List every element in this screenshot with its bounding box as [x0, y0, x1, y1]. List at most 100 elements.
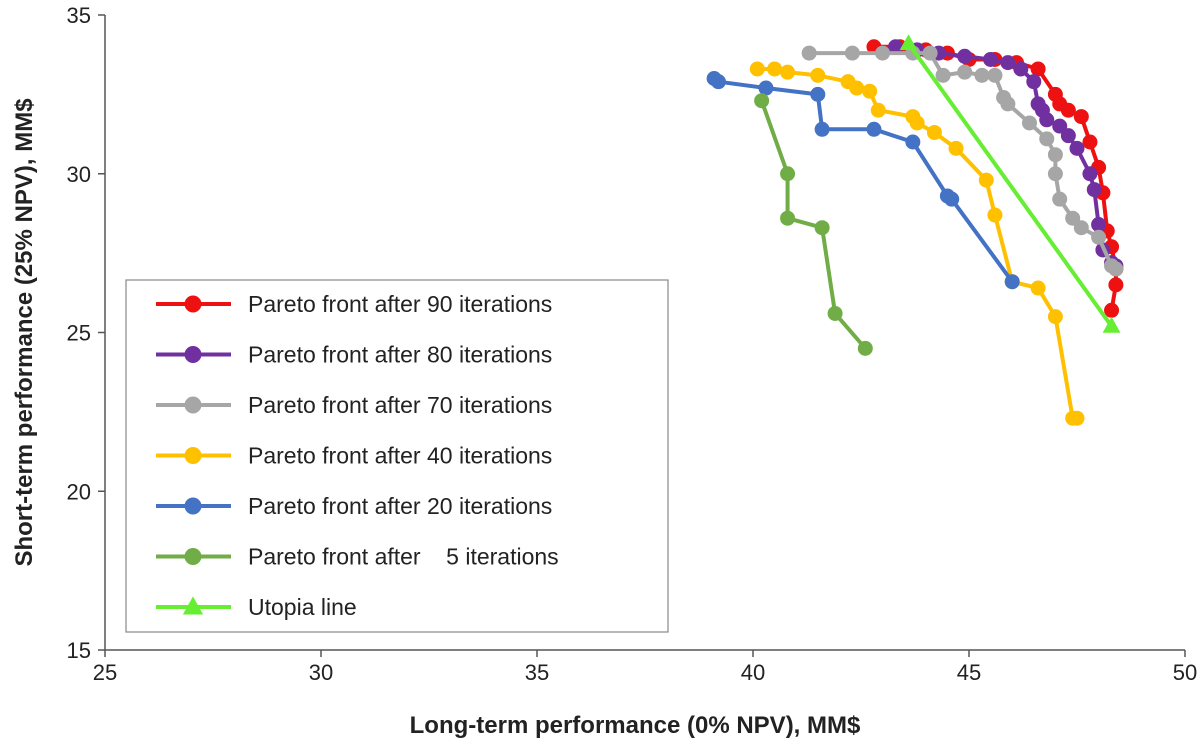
data-point [1091, 229, 1107, 245]
data-point [1069, 410, 1085, 426]
legend-label: Pareto front after 90 iterations [248, 291, 552, 317]
data-point [905, 134, 921, 150]
data-point [1060, 102, 1076, 118]
data-point [870, 102, 886, 118]
data-point [1039, 112, 1055, 128]
y-tick-label: 25 [67, 321, 91, 346]
data-point [926, 124, 942, 140]
x-axis-title: Long-term performance (0% NPV), MM$ [410, 712, 861, 739]
data-point [866, 121, 882, 137]
data-point [1082, 166, 1098, 182]
x-tick-label: 25 [93, 660, 117, 685]
legend-entry: Pareto front after 80 iterations [156, 342, 552, 368]
x-tick-label: 45 [957, 660, 981, 685]
y-ticks: 15 20 25 30 35 [67, 3, 105, 663]
data-point [849, 80, 865, 96]
data-point [1047, 309, 1063, 325]
y-tick-label: 30 [67, 162, 91, 187]
data-point [710, 74, 726, 90]
data-point [1013, 61, 1029, 77]
data-point [857, 340, 873, 356]
data-point [844, 45, 860, 61]
legend-label: Pareto front after 80 iterations [248, 342, 552, 368]
x-ticks: 25 30 35 40 45 50 [93, 650, 1197, 685]
legend-label: Utopia line [248, 594, 357, 620]
legend-entry: Pareto front after 5 iterations [156, 544, 559, 570]
data-point [875, 45, 891, 61]
legend-label: Pareto front after 5 iterations [248, 544, 559, 570]
x-tick-label: 30 [309, 660, 333, 685]
legend-entries: Pareto front after 90 iterations Pareto f… [156, 291, 559, 620]
data-point [1065, 210, 1081, 226]
legend-label: Pareto front after 20 iterations [248, 493, 552, 519]
data-point [754, 93, 770, 109]
data-point [1073, 109, 1089, 125]
series-4 [706, 71, 1020, 290]
data-point [1000, 55, 1016, 71]
legend-entry: Pareto front after 20 iterations [156, 493, 552, 519]
series-line [906, 42, 1114, 328]
legend-entry: Pareto front after 70 iterations [156, 392, 552, 418]
data-point [1069, 140, 1085, 156]
data-point-triangle [899, 34, 918, 51]
data-point [1060, 128, 1076, 144]
legend-entry: Pareto front after 90 iterations [156, 291, 552, 317]
data-point [810, 67, 826, 83]
data-point [810, 86, 826, 102]
data-point-triangle [182, 596, 204, 615]
y-tick-label: 15 [67, 638, 91, 663]
axes: 25 30 35 40 45 50 15 20 25 30 35 Long-term perfor… [11, 3, 1197, 739]
data-point [1030, 280, 1046, 296]
data-point [1030, 61, 1046, 77]
data-point [935, 67, 951, 83]
data-point [827, 305, 843, 321]
data-point [1073, 220, 1089, 236]
data-point [749, 61, 765, 77]
data-point [1021, 115, 1037, 131]
data-point [888, 39, 904, 55]
data-point [1052, 191, 1068, 207]
y-axis-title: Short-term performance (25% NPV), MM$ [11, 98, 38, 567]
series-5 [754, 93, 873, 356]
x-tick-label: 35 [525, 660, 549, 685]
data-point [1052, 118, 1068, 134]
data-point [1091, 217, 1107, 233]
data-point [184, 295, 202, 313]
data-point [987, 67, 1003, 83]
data-point [974, 67, 990, 83]
legend-entry: Pareto front after 40 iterations [156, 443, 552, 469]
x-tick-label: 40 [741, 660, 765, 685]
data-point [922, 45, 938, 61]
series-line [759, 100, 867, 350]
data-point [957, 64, 973, 80]
data-point [1108, 277, 1124, 293]
data-point [1108, 261, 1124, 277]
data-point [909, 115, 925, 131]
data-point [814, 220, 830, 236]
data-point [780, 64, 796, 80]
data-point [948, 140, 964, 156]
legend-label: Pareto front after 40 iterations [248, 443, 552, 469]
data-point [780, 166, 796, 182]
series-line [873, 44, 1118, 311]
data-point [944, 191, 960, 207]
data-point [184, 447, 202, 464]
data-point [987, 207, 1003, 223]
data-point [1039, 131, 1055, 147]
data-point [780, 210, 796, 226]
data-point [983, 51, 999, 67]
data-point [1047, 147, 1063, 163]
data-point [184, 497, 202, 515]
y-tick-label: 20 [67, 479, 91, 504]
series-6 [899, 34, 1121, 333]
series-3 [749, 61, 1085, 426]
series-layer [706, 34, 1124, 426]
data-point [1000, 96, 1016, 112]
data-point [758, 80, 774, 96]
data-point [184, 548, 202, 565]
data-point [1026, 74, 1042, 90]
data-point [184, 346, 202, 363]
x-tick-label: 50 [1173, 660, 1197, 685]
data-point [957, 48, 973, 64]
